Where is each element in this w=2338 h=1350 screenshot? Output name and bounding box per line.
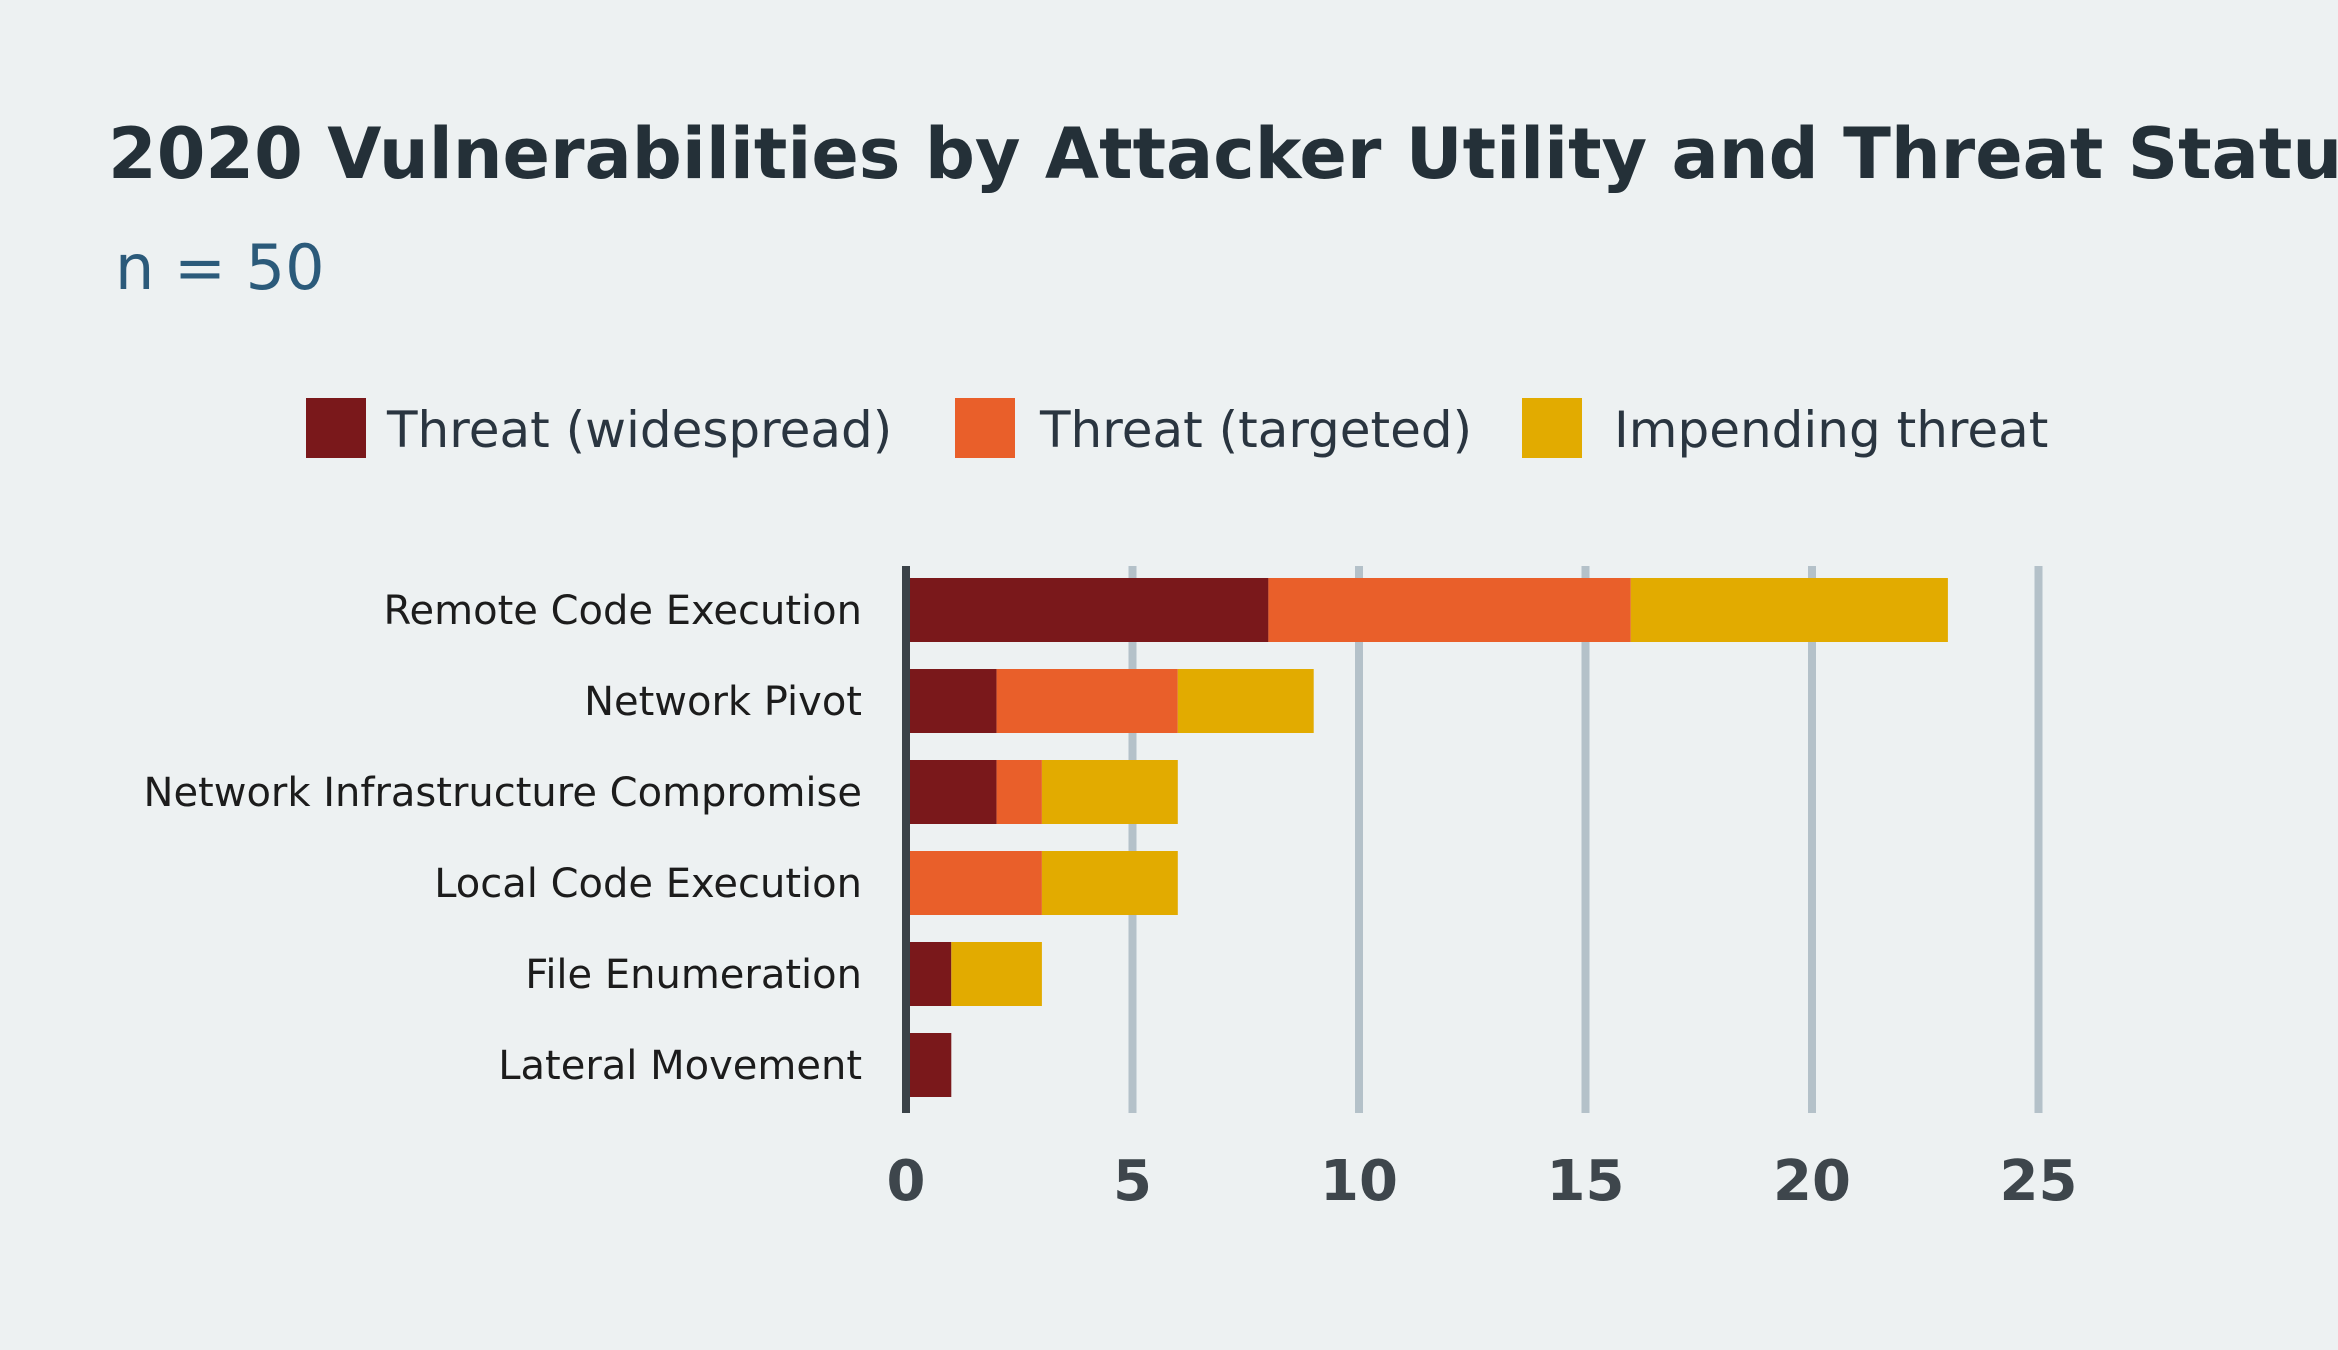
- bar-segment: [1041, 851, 1178, 915]
- x-tick-label: 10: [1320, 1149, 1398, 1214]
- bar-segment: [906, 942, 952, 1006]
- x-tick-label: 0: [887, 1149, 926, 1214]
- legend-label: Threat (targeted): [1039, 401, 1472, 459]
- category-label: Local Code Execution: [434, 861, 862, 907]
- legend-swatch: [1522, 398, 1582, 458]
- x-tick-label: 5: [1113, 1149, 1152, 1214]
- bars: [906, 578, 1948, 1097]
- x-tick-label: 25: [2000, 1149, 2078, 1214]
- legend: Threat (widespread) Threat (targeted) Impe…: [306, 398, 2048, 459]
- category-label: Network Pivot: [584, 679, 862, 725]
- bar-segment: [951, 942, 1042, 1006]
- legend-item: Threat (targeted): [955, 398, 1472, 459]
- bar-segment: [1041, 760, 1178, 824]
- chart-subtitle: n = 50: [115, 231, 325, 304]
- bar-segment: [906, 578, 1269, 642]
- legend-label: Threat (widespread): [386, 401, 892, 459]
- category-label: Remote Code Execution: [384, 588, 862, 634]
- bar-segment: [906, 1033, 952, 1097]
- x-tick-labels: 0 5 10 15 20 25: [887, 1149, 2078, 1214]
- category-label: File Enumeration: [525, 952, 862, 998]
- x-tick-label: 20: [1773, 1149, 1851, 1214]
- legend-swatch: [306, 398, 366, 458]
- bar-segment: [1630, 578, 1948, 642]
- bar-segment: [906, 851, 1042, 915]
- x-tick-label: 15: [1547, 1149, 1625, 1214]
- legend-swatch: [955, 398, 1015, 458]
- legend-item: Impending threat: [1522, 398, 2048, 459]
- category-label: Network Infrastructure Compromise: [144, 770, 862, 816]
- bar-segment: [906, 669, 997, 733]
- bar-segment: [996, 760, 1042, 824]
- legend-label: Impending threat: [1614, 401, 2048, 459]
- bar-segment: [906, 760, 997, 824]
- chart-title: 2020 Vulnerabilities by Attacker Utility…: [108, 113, 2338, 195]
- bar-segment: [1177, 669, 1314, 733]
- bar-segment: [1268, 578, 1631, 642]
- category-label: Lateral Movement: [498, 1043, 862, 1089]
- bar-segment: [996, 669, 1178, 733]
- gridlines: [1128, 566, 2043, 1113]
- legend-item: Threat (widespread): [306, 398, 892, 459]
- category-labels: Remote Code Execution Network Pivot Networ…: [144, 588, 862, 1089]
